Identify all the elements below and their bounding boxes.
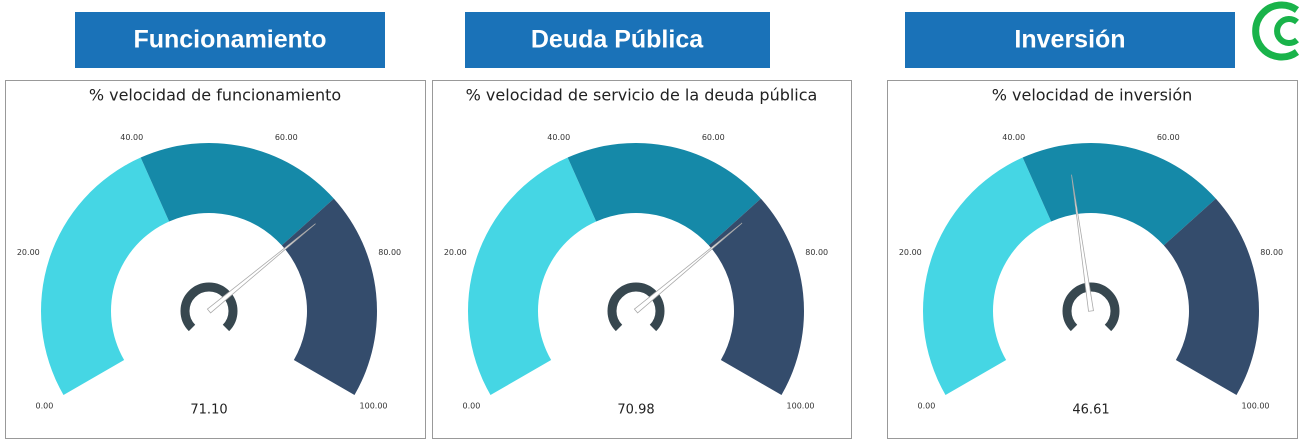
header-box [905,12,1235,68]
gauge-value: 46.61 [1072,403,1109,418]
needle [633,222,743,314]
tick-label: 40.00 [1002,133,1025,142]
tick-label: 20.00 [444,248,467,257]
tick-label: 60.00 [702,133,725,142]
needle [206,223,316,314]
gauge-band [708,198,805,395]
tick-label: 100.00 [360,402,388,411]
tick-label: 60.00 [275,133,298,142]
gauge-band [281,198,378,395]
tick-label: 80.00 [1260,248,1283,257]
gauge-value: 71.10 [190,403,227,418]
gauge-band [567,143,761,246]
header-box [465,12,770,68]
logo [1252,1,1300,61]
needle [1071,174,1094,312]
tick-label: 20.00 [17,248,40,257]
gauge-title: % velocidad de servicio de la deuda públ… [466,86,818,105]
header-title: Funcionamiento [133,26,326,54]
gauge-band [140,143,334,246]
tick-label: 20.00 [899,248,922,257]
header-title: Inversión [1014,26,1125,54]
tick-label: 40.00 [547,133,570,142]
gauge-title: % velocidad de funcionamiento [89,86,341,105]
gauge-band [923,157,1052,395]
tick-label: 0.00 [918,402,936,411]
tick-label: 60.00 [1157,133,1180,142]
tick-label: 80.00 [805,248,828,257]
tick-label: 100.00 [1242,402,1270,411]
gauge-band [468,157,597,395]
center-ring [1062,282,1120,332]
tick-label: 40.00 [120,133,143,142]
gauge-band [1022,142,1216,246]
gauge-title: % velocidad de inversión [992,86,1193,105]
tick-label: 0.00 [463,402,481,411]
tick-label: 80.00 [378,248,401,257]
header-title: Deuda Pública [531,26,704,54]
gauge-band [1163,198,1260,395]
center-ring [180,282,238,332]
center-ring [607,282,665,332]
tick-label: 100.00 [787,402,815,411]
tick-label: 0.00 [36,402,54,411]
gauge-value: 70.98 [617,403,654,418]
header-box [75,12,385,68]
gauge-band [40,157,170,395]
